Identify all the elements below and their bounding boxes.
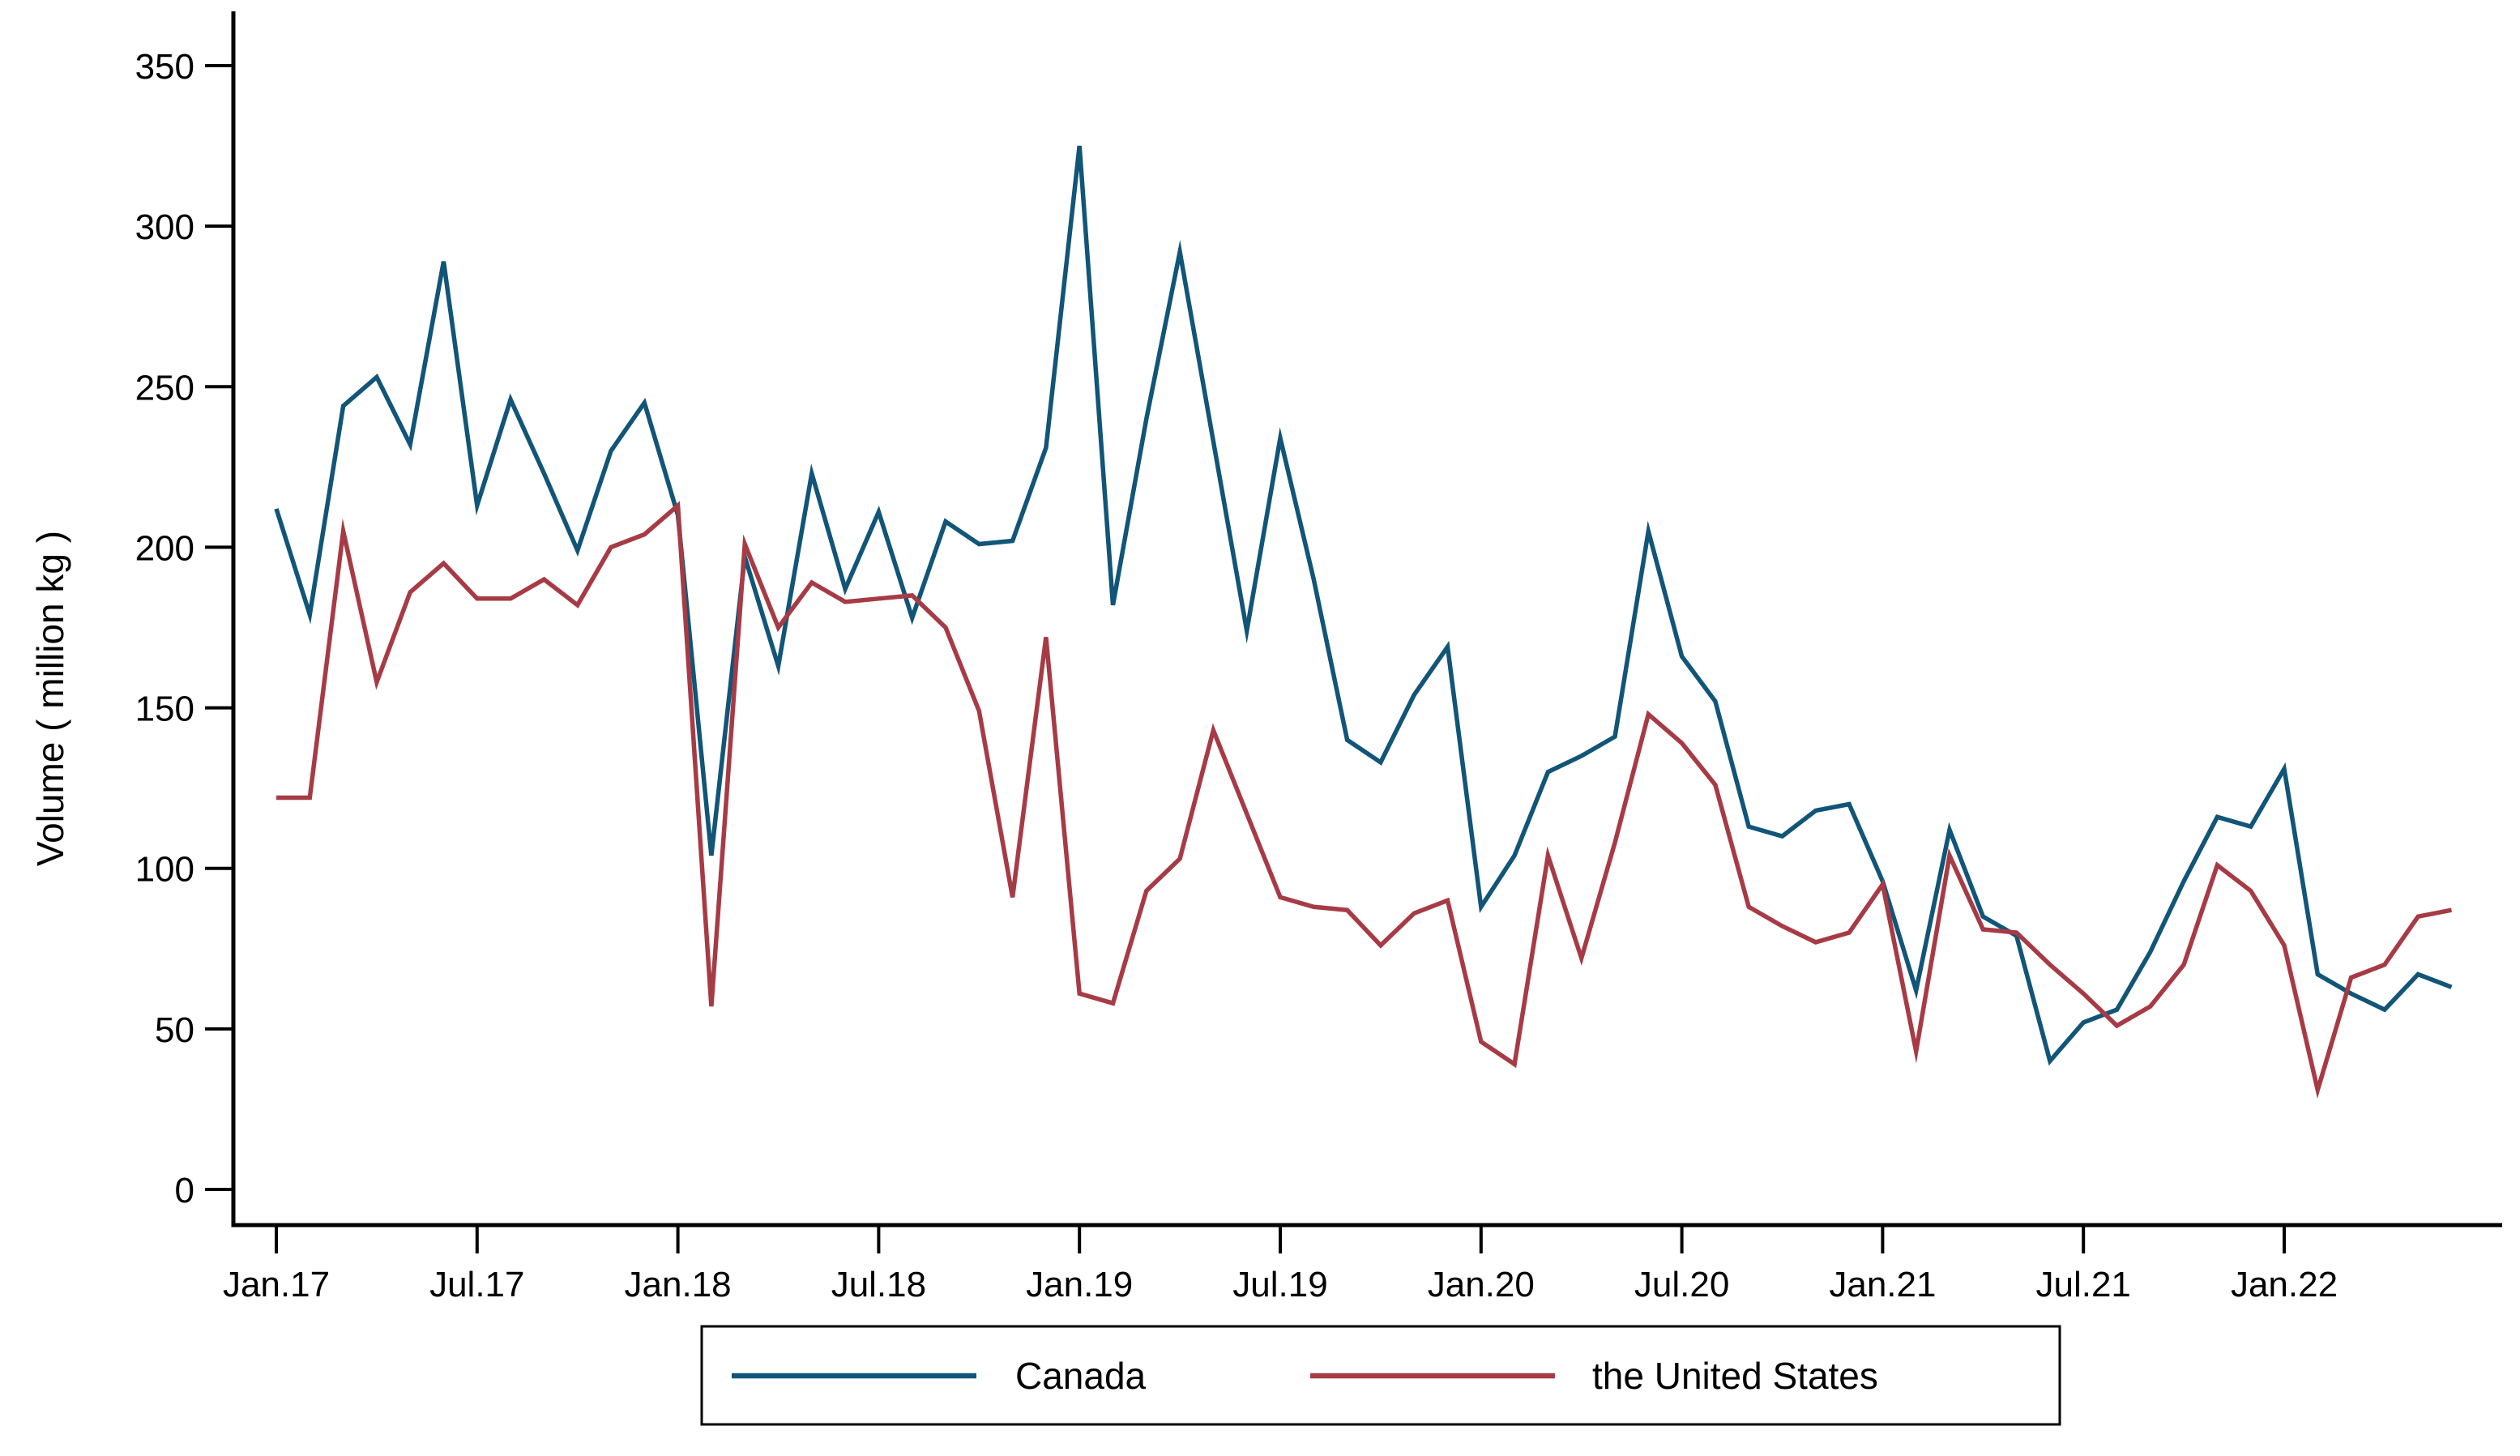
legend-canada-label: Canada [1015, 1355, 1147, 1397]
x-tick-label: Jul.18 [831, 1265, 926, 1304]
y-tick-label: 300 [135, 207, 194, 247]
legend: Canada the United States [700, 1325, 2061, 1426]
x-tick-label: Jul.19 [1232, 1265, 1327, 1304]
y-axis-ticks: 0 50 100 150 200 250 300 350 [135, 47, 233, 1210]
x-axis-ticks: Jan.17 Jul.17 Jan.18 Jul.18 Jan.19 Jul.19 Jan.… [223, 1225, 2338, 1304]
y-tick-label: 0 [175, 1171, 194, 1210]
x-tick-label: Jul.20 [1634, 1265, 1729, 1304]
legend-us-label: the United States [1592, 1355, 1878, 1397]
x-tick-label: Jul.17 [429, 1265, 524, 1304]
x-tick-label: Jan.19 [1026, 1265, 1133, 1304]
x-tick-label: Jan.18 [625, 1265, 732, 1304]
y-tick-label: 250 [135, 368, 194, 408]
x-tick-label: Jan.21 [1829, 1265, 1936, 1304]
x-tick-label: Jan.17 [223, 1265, 330, 1304]
y-tick-label: 150 [135, 690, 194, 729]
y-tick-label: 50 [155, 1010, 194, 1050]
y-axis-title: Volume ( million kg ) [29, 531, 71, 866]
y-tick-label: 350 [135, 47, 194, 87]
x-tick-label: Jul.21 [2035, 1265, 2130, 1304]
x-tick-label: Jan.22 [2231, 1265, 2338, 1304]
x-tick-label: Jan.20 [1428, 1265, 1535, 1304]
y-tick-label: 100 [135, 850, 194, 890]
us-series-line [276, 501, 2453, 1099]
y-tick-label: 200 [135, 528, 194, 568]
canada-series-line [274, 145, 2453, 1066]
